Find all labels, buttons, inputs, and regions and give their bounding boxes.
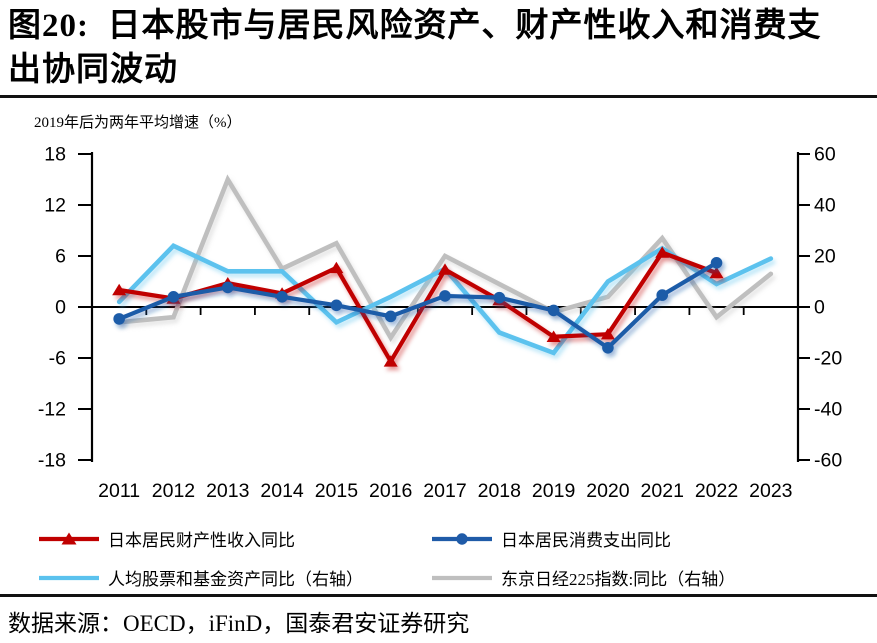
- x-axis-year-label: 2015: [315, 480, 359, 502]
- triangle-marker: [329, 261, 344, 274]
- right-axis-tick-label: -20: [814, 348, 842, 370]
- x-axis-year-label: 2022: [695, 480, 738, 502]
- left-axis-tick-label: 12: [44, 195, 66, 217]
- x-axis-year-label: 2016: [369, 480, 412, 502]
- gray-line-icon: [432, 575, 492, 580]
- circle-marker: [276, 291, 288, 303]
- x-axis-year-label: 2018: [478, 480, 521, 502]
- axis-units-note: 2019年后为两年平均增速（%）: [34, 115, 242, 131]
- legend: 日本居民财产性收入同比 日本居民消费支出同比 人均股票和基金资产同比（右轴） 东…: [38, 526, 848, 590]
- x-axis-year-label: 2017: [423, 480, 466, 502]
- circle-marker: [547, 304, 560, 317]
- red-triangle-line-icon: [39, 532, 99, 544]
- triangle-marker: [383, 355, 398, 367]
- circle-marker: [602, 342, 614, 354]
- triangle-marker: [655, 246, 670, 258]
- left-axis-tick-label: 6: [55, 246, 66, 268]
- x-axis-year-label: 2011: [98, 480, 140, 502]
- figure-title-line2: 出协同波动: [8, 52, 178, 88]
- right-axis-tick-label: 0: [814, 297, 825, 319]
- triangle-marker: [438, 263, 452, 275]
- x-axis-year-label: 2021: [641, 480, 684, 502]
- circle-marker: [221, 281, 234, 294]
- figure-title-line1: 图20: 日本股市与居民风险资产、财产性收入和消费支: [8, 8, 822, 44]
- x-axis-year-label: 2014: [260, 480, 304, 502]
- legend-item-nikkei225: 东京日经225指数:同比（右轴）: [431, 565, 848, 590]
- legend-item-stock-fund-assets: 人均股票和基金资产同比（右轴）: [38, 565, 431, 590]
- x-axis-year-label: 2013: [206, 480, 249, 502]
- legend-label-stock-fund-assets: 人均股票和基金资产同比（右轴）: [108, 570, 363, 589]
- data-source-line: 数据来源：OECD，iFinD，国泰君安证券研究: [8, 611, 470, 636]
- series-group-1: [113, 257, 723, 354]
- source-divider-rule: [0, 594, 877, 597]
- figure-title: 图20: 日本股市与居民风险资产、财产性收入和消费支 出协同波动: [8, 4, 871, 92]
- title-divider-rule: [0, 95, 877, 98]
- left-axis-tick-label: -6: [49, 348, 66, 370]
- triangle-marker: [546, 330, 561, 342]
- series-line-3: [116, 174, 774, 342]
- series-line-0: [117, 250, 719, 366]
- right-axis-tick-label: -40: [814, 399, 842, 421]
- circle-marker: [656, 289, 669, 301]
- left-axis-tick-label: -18: [38, 450, 66, 472]
- circle-marker: [167, 291, 180, 303]
- triangle-marker: [600, 328, 615, 340]
- series-group-3: [116, 174, 774, 342]
- left-axis-tick-label: -12: [38, 399, 66, 421]
- legend-item-consumption: 日本居民消费支出同比: [431, 526, 848, 551]
- right-axis-tick-label: 60: [814, 144, 836, 166]
- x-axis-year-label: 2020: [586, 480, 630, 502]
- circle-marker: [384, 310, 397, 323]
- legend-label-consumption: 日本居民消费支出同比: [501, 531, 671, 550]
- series-line-1: [117, 260, 719, 351]
- circle-marker: [493, 291, 506, 304]
- triangle-marker: [709, 266, 724, 279]
- lightblue-line-icon: [39, 575, 99, 580]
- right-axis-tick-label: -60: [814, 450, 842, 472]
- left-axis-tick-label: 18: [44, 144, 66, 166]
- x-axis-year-label: 2019: [532, 480, 575, 502]
- right-axis-tick-label: 40: [814, 195, 836, 217]
- blue-circle-line-icon: [432, 532, 492, 545]
- left-axis-tick-label: 0: [55, 297, 66, 319]
- circle-marker: [710, 257, 723, 269]
- circle-marker: [439, 290, 451, 302]
- right-axis-tick-label: 20: [814, 246, 836, 268]
- x-axis-year-label: 2012: [152, 480, 195, 502]
- x-axis-year-label: 2023: [749, 480, 792, 502]
- triangle-marker: [112, 283, 127, 296]
- legend-item-property-income: 日本居民财产性收入同比: [38, 526, 431, 551]
- circle-marker: [330, 299, 343, 312]
- circle-marker: [113, 313, 125, 325]
- legend-label-nikkei225: 东京日经225指数:同比（右轴）: [501, 570, 736, 589]
- legend-label-property-income: 日本居民财产性收入同比: [108, 531, 295, 550]
